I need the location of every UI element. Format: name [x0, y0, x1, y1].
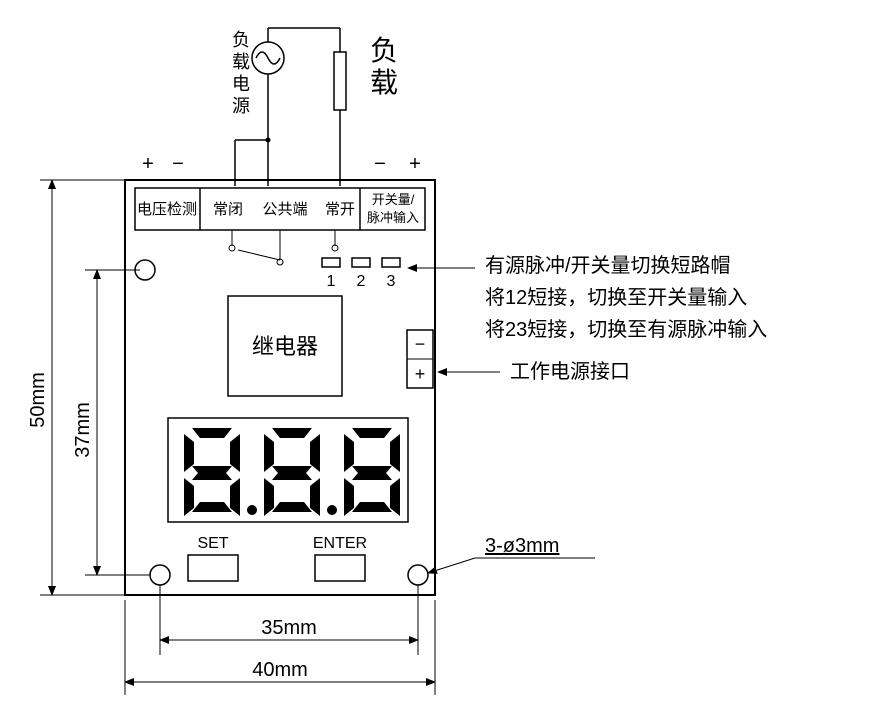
sine-wave-icon: [256, 52, 280, 64]
power-plus: +: [415, 364, 426, 384]
polarity-minus-right: −: [374, 153, 386, 175]
terminal-nc-label: 常闭: [213, 201, 243, 218]
set-button-label: SET: [197, 535, 228, 552]
enter-button[interactable]: [315, 555, 365, 581]
jumper-pad: [322, 258, 340, 267]
annot-jumper-l3: 将23短接，切换至有源脉冲输入: [485, 318, 767, 341]
jumper-pad: [382, 258, 400, 267]
load-label: 负载: [370, 35, 398, 98]
mount-hole-icon: [408, 565, 428, 585]
terminal-no-label: 常开: [325, 201, 355, 218]
annot-power: 工作电源接口: [510, 360, 630, 383]
terminal-switch-l1: 开关量/: [372, 192, 415, 207]
annot-jumper-l1: 有源脉冲/开关量切换短路帽: [485, 254, 731, 277]
jumper-num-1: 1: [327, 273, 336, 290]
polarity-plus-right: +: [409, 153, 421, 175]
polarity-plus-left: +: [142, 153, 154, 175]
dim-37mm: 37mm: [72, 402, 94, 458]
dim-35mm: 35mm: [261, 617, 317, 639]
annot-jumper-l2: 将12短接，切换至开关量输入: [485, 286, 747, 309]
terminal-switch-l2: 脉冲输入: [367, 210, 419, 225]
mount-hole-icon: [150, 565, 170, 585]
dim-40mm: 40mm: [252, 659, 308, 681]
dim-50mm: 50mm: [27, 372, 49, 428]
relay-label: 继电器: [252, 334, 318, 359]
enter-button-label: ENTER: [313, 535, 367, 552]
load-power-label: 负载电源: [232, 30, 250, 116]
dim-holes: 3-ø3mm: [485, 535, 559, 557]
terminal-common-label: 公共端: [262, 201, 307, 218]
seven-segment-display: [184, 428, 400, 516]
jumper-num-2: 2: [357, 273, 366, 290]
relay-contact-icon: [238, 250, 280, 260]
set-button[interactable]: [188, 555, 238, 581]
jumper-num-3: 3: [387, 273, 396, 290]
terminal-voltage-label: 电压检测: [137, 201, 197, 218]
power-minus: −: [415, 334, 426, 354]
jumper-pad: [352, 258, 370, 267]
load-resistor-symbol: [334, 52, 346, 110]
polarity-minus-left: −: [172, 153, 184, 175]
